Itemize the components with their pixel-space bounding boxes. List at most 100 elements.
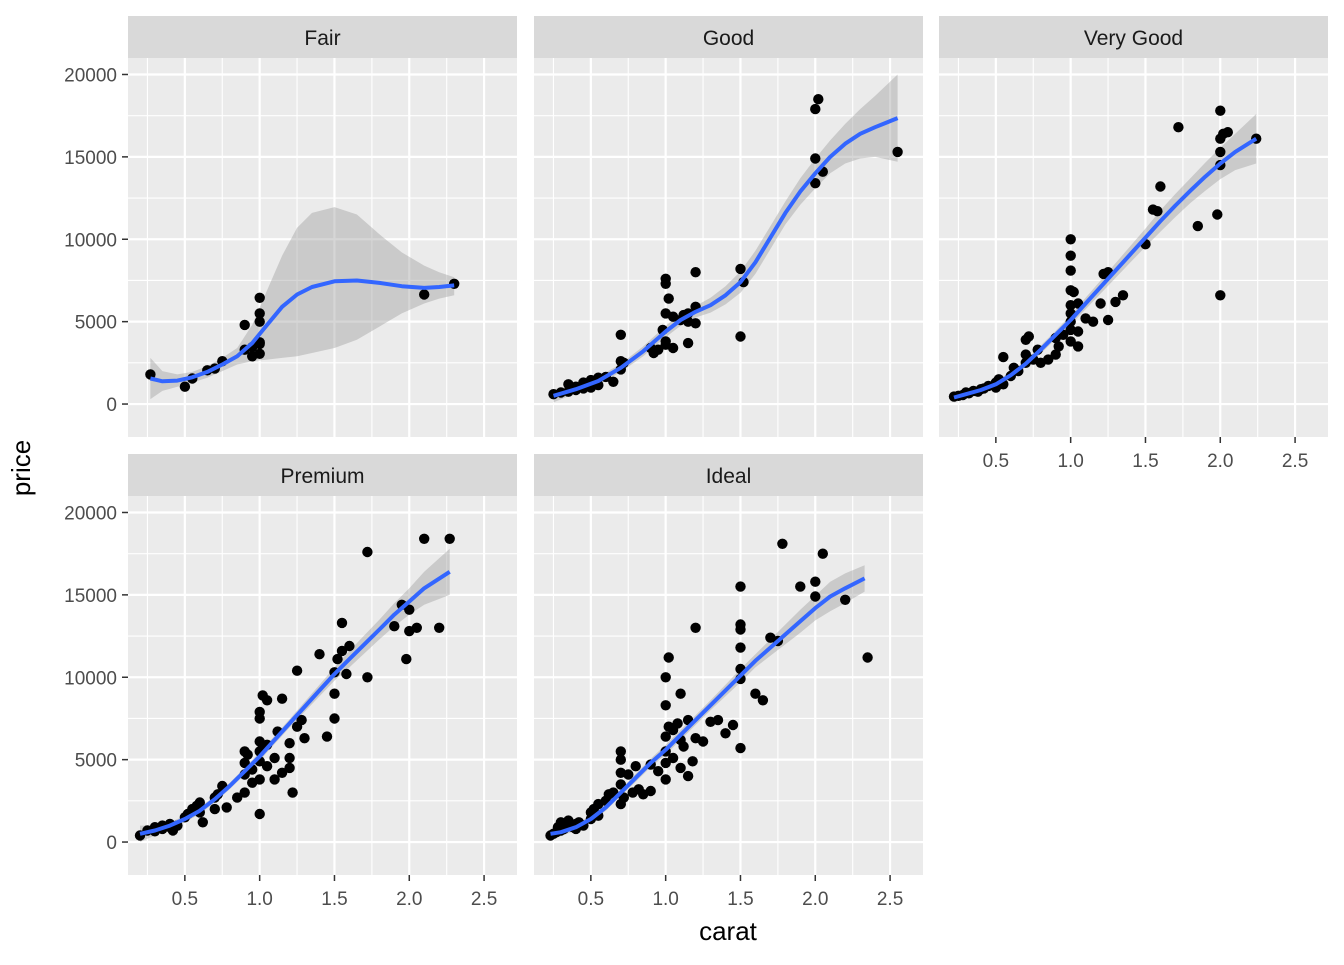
data-point [254, 348, 265, 359]
data-point [735, 642, 746, 653]
data-point [608, 376, 619, 387]
confidence-band [140, 548, 450, 842]
x-tick-label: 1.5 [321, 889, 347, 910]
y-tick-label: 20000 [64, 65, 117, 86]
data-point [750, 688, 761, 699]
data-point [254, 808, 265, 820]
data-point [690, 318, 701, 329]
facet-panel-premium: Premium 0 5000 10000 15000 20000 0.5 1.0 1.5 2.0 2… [64, 454, 517, 910]
confidence-band [553, 74, 898, 403]
data-point [254, 706, 265, 718]
data-point [276, 693, 288, 704]
facet-strip-label: Premium [280, 465, 364, 488]
data-point [1072, 341, 1084, 352]
facet-strip [534, 454, 923, 496]
data-point [179, 381, 191, 392]
data-point [1192, 220, 1204, 232]
smooth-line [149, 278, 455, 384]
facet-strip [128, 454, 517, 496]
data-point [1050, 349, 1061, 360]
data-point [242, 749, 253, 760]
facet-panel-fair: Fair 0 5000 10000 15000 20000 [64, 16, 517, 437]
y-tick-label: 10000 [64, 230, 117, 251]
data-point [239, 787, 250, 798]
x-tick-label: 1.5 [1132, 451, 1158, 472]
data-point [296, 714, 307, 726]
data-point [1095, 298, 1106, 309]
data-point [341, 668, 352, 680]
data-point [660, 273, 671, 284]
data-point [254, 292, 265, 303]
data-point [1215, 105, 1226, 116]
data-point [194, 797, 205, 808]
data-point [653, 344, 664, 355]
y-tick-label: 5000 [75, 313, 117, 334]
data-point [254, 308, 265, 319]
x-tick-label: 2.5 [471, 889, 497, 910]
data-point [757, 695, 769, 706]
data-point [321, 731, 333, 742]
data-point [404, 604, 415, 615]
x-tick-label: 1.5 [727, 889, 753, 910]
data-point [810, 153, 821, 164]
data-point [232, 792, 243, 803]
data-point [1173, 122, 1184, 133]
data-point [727, 719, 739, 731]
data-point [735, 263, 746, 275]
data-point [667, 342, 679, 354]
data-point [720, 728, 731, 739]
data-point [1023, 331, 1034, 342]
y-tick-label: 0 [106, 395, 117, 416]
data-point [813, 94, 824, 105]
data-point [287, 787, 298, 798]
data-point [1102, 314, 1114, 326]
data-point [221, 802, 232, 813]
data-point [401, 653, 412, 665]
data-point [660, 731, 671, 742]
data-point [344, 640, 355, 652]
data-point [687, 756, 698, 767]
data-point [660, 757, 671, 769]
data-point [840, 594, 851, 605]
x-tick-label: 2.5 [877, 889, 903, 910]
data-point [1222, 127, 1234, 138]
smooth-line [552, 116, 899, 398]
data-point [419, 533, 430, 544]
data-point [678, 741, 689, 752]
panel-background [939, 58, 1328, 437]
data-point [630, 761, 641, 772]
data-point [329, 688, 340, 699]
data-point [735, 742, 746, 754]
data-point [261, 695, 273, 706]
data-point [623, 769, 634, 780]
data-point [660, 700, 671, 711]
data-point [284, 738, 295, 749]
data-point [329, 713, 340, 724]
data-point [1152, 206, 1163, 217]
data-point [239, 319, 250, 331]
data-point [735, 619, 746, 630]
smooth-line [953, 137, 1258, 400]
smooth-line [550, 576, 866, 836]
data-point [434, 622, 445, 633]
data-point [336, 617, 348, 629]
facet-strip-label: Fair [304, 27, 340, 50]
data-point [615, 746, 626, 757]
y-tick-label: 15000 [64, 148, 117, 169]
data-point [682, 770, 694, 782]
y-tick-label: 20000 [64, 503, 117, 524]
data-point [645, 785, 656, 797]
confidence-band [954, 114, 1257, 403]
data-point [817, 548, 828, 559]
data-point [810, 591, 821, 602]
data-point [1065, 265, 1076, 276]
facet-strip [128, 16, 517, 58]
points-group [545, 538, 873, 841]
x-tick-label: 2.0 [396, 889, 422, 910]
data-point [362, 672, 373, 683]
data-point [336, 645, 348, 657]
y-axis-title: price [6, 440, 36, 496]
data-point [1155, 181, 1166, 192]
data-point [660, 336, 671, 347]
